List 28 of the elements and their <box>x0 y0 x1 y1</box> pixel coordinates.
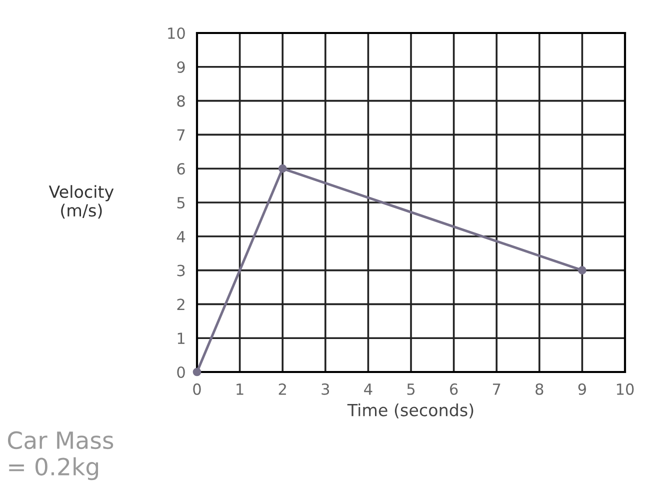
x-tick-label: 4 <box>364 384 372 395</box>
y-tick-label: 8 <box>177 95 185 107</box>
y-tick-label: 6 <box>177 163 185 175</box>
y-tick-label: 4 <box>176 231 186 242</box>
x-tick-label: 2 <box>278 383 286 395</box>
x-tick-label: 0 <box>193 383 201 395</box>
y-tick-label: 10 <box>168 27 185 40</box>
y-axis-title: Velocity (m/s) <box>48 185 114 219</box>
x-axis-title: Time (seconds) <box>347 403 474 418</box>
x-tick-label: 8 <box>536 383 544 395</box>
y-tick-label: 1 <box>178 332 184 344</box>
x-tick-label: 1 <box>236 384 244 395</box>
y-tick-label: 2 <box>177 298 184 310</box>
y-tick-label: 0 <box>177 366 185 378</box>
y-tick-label: 9 <box>177 61 185 73</box>
x-tick-label: 9 <box>578 383 586 395</box>
x-tick-label: 3 <box>322 383 330 395</box>
x-tick-label: 5 <box>407 384 415 395</box>
x-tick-label: 7 <box>492 384 500 395</box>
text: Car Mass = 0.2kg <box>8 431 114 480</box>
x-tick-label: 10 <box>616 383 634 395</box>
point <box>192 368 202 376</box>
y-tick-label: 7 <box>177 129 185 141</box>
point <box>578 266 586 274</box>
y-tick-label: 5 <box>177 197 185 209</box>
point <box>278 164 287 173</box>
y-tick-label: 3 <box>177 264 185 276</box>
x-tick-label: 6 <box>450 383 458 395</box>
